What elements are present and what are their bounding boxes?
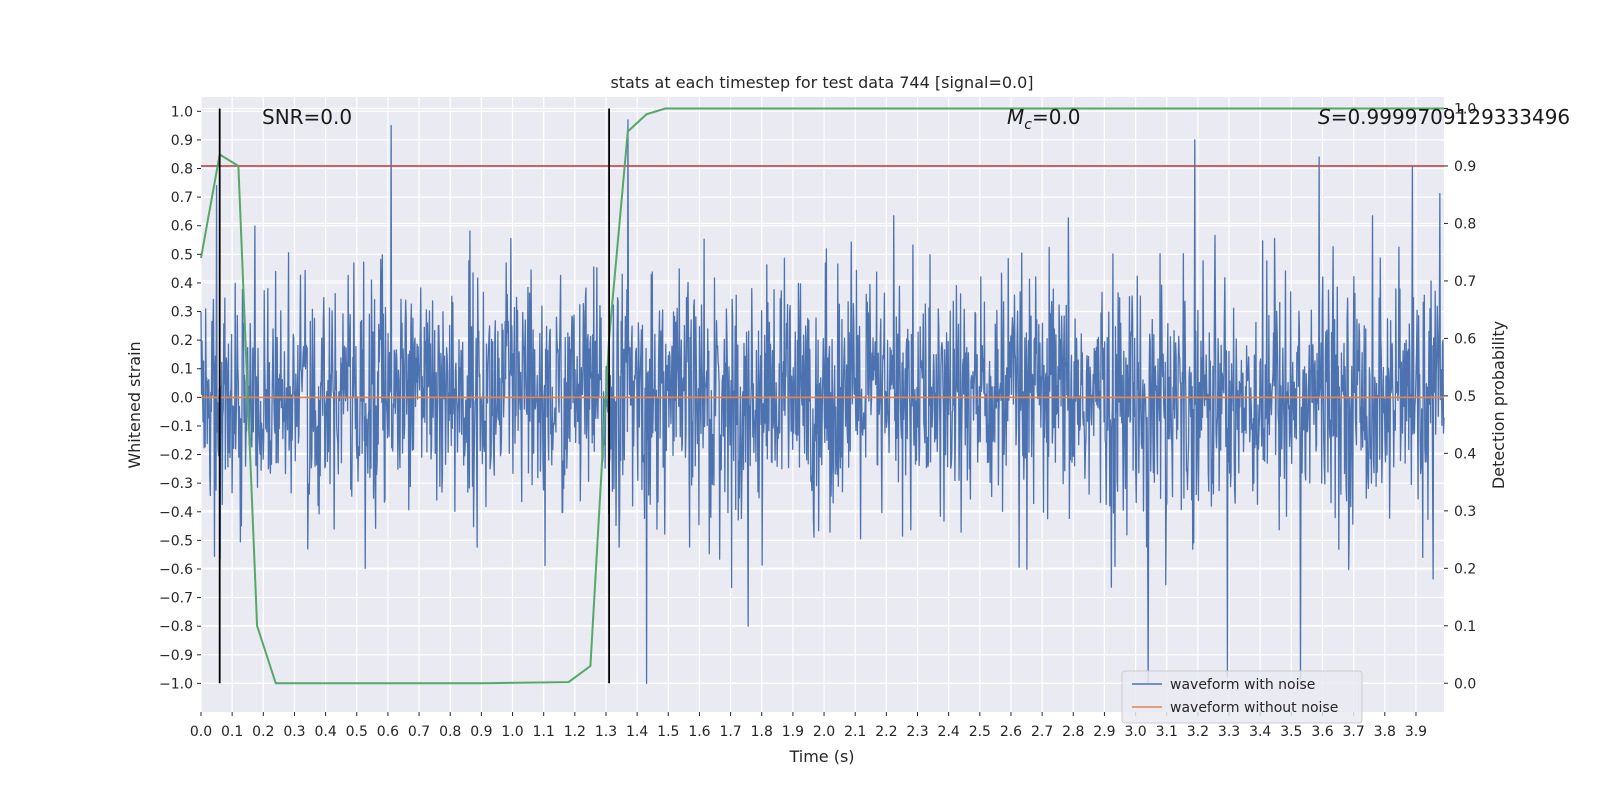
x-tick-label: 0.6	[377, 724, 399, 740]
legend: waveform with noise waveform without noi…	[1121, 670, 1363, 724]
right-tick-label: 0.9	[1454, 159, 1476, 175]
right-axis-label: Detection probability	[1489, 321, 1508, 489]
x-tick-label: 3.1	[1156, 724, 1178, 740]
x-tick-label: 2.9	[1093, 724, 1115, 740]
x-tick-label: 0.5	[346, 724, 368, 740]
left-axis-ticks: 1.0 0.9 0.8 0.7 0.6 0.5 0.4 0.3 0.2 0.1 0.0 −0.1 −0.…	[159, 104, 201, 692]
left-tick-label: −0.3	[159, 476, 193, 492]
legend-box	[1121, 670, 1363, 724]
right-tick-label: 0.5	[1454, 389, 1476, 405]
x-tick-label: 2.1	[844, 724, 866, 740]
x-axis-label: Time (s)	[788, 747, 854, 766]
x-tick-label: 3.4	[1249, 724, 1271, 740]
s-value: =0.9999709129333496	[1331, 105, 1570, 129]
right-tick-label: 0.1	[1454, 619, 1476, 635]
mc-annotation: Mc=0.0	[1007, 105, 1081, 133]
left-tick-label: 0.0	[171, 390, 193, 406]
x-tick-label: 3.7	[1343, 724, 1365, 740]
x-tick-label: 1.1	[533, 724, 555, 740]
probability-trace	[200, 107, 1444, 685]
x-tick-label: 2.3	[906, 724, 928, 740]
x-tick-label: 1.8	[751, 724, 773, 740]
x-tick-label: 2.7	[1031, 724, 1053, 740]
legend-label-clean: waveform without noise	[1170, 700, 1338, 716]
left-tick-label: 0.4	[171, 276, 193, 292]
left-tick-label: −0.7	[159, 591, 193, 607]
x-tick-label: 1.9	[782, 724, 804, 740]
x-tick-label: 0.8	[439, 724, 461, 740]
x-tick-label: 2.6	[1000, 724, 1022, 740]
right-tick-label: 0.3	[1454, 504, 1476, 520]
mc-subscript: c	[1024, 117, 1032, 133]
x-tick-label: 2.4	[938, 724, 960, 740]
x-tick-label: 3.0	[1124, 724, 1146, 740]
x-tick-label: 0.9	[470, 724, 492, 740]
left-tick-label: −0.9	[159, 648, 193, 664]
right-tick-label: 0.4	[1454, 446, 1476, 462]
x-tick-label: 1.3	[595, 724, 617, 740]
x-tick-label: 0.4	[314, 724, 336, 740]
x-tick-label: 1.0	[501, 724, 523, 740]
left-tick-label: 0.3	[171, 305, 193, 321]
left-tick-label: 0.6	[171, 219, 193, 235]
x-tick-label: 0.2	[252, 724, 274, 740]
left-axis-label: Whitened strain	[125, 341, 144, 468]
right-axis-ticks: 1.0 0.9 0.8 0.7 0.6 0.5 0.4 0.3 0.2 0.1 0.0	[1444, 101, 1476, 692]
series-detection-probability	[200, 107, 1444, 685]
x-tick-label: 0.3	[283, 724, 305, 740]
mc-symbol: M	[1007, 105, 1024, 129]
left-tick-label: 0.1	[171, 362, 193, 378]
x-tick-label: 3.3	[1218, 724, 1240, 740]
left-tick-label: −0.1	[159, 419, 193, 435]
x-tick-label: 3.8	[1374, 724, 1396, 740]
left-tick-label: 0.8	[171, 162, 193, 178]
x-tick-label: 2.0	[813, 724, 835, 740]
series-waveform-with-noise	[200, 119, 1445, 685]
x-tick-label: 1.7	[719, 724, 741, 740]
chart-title: stats at each timestep for test data 744…	[610, 73, 1033, 92]
x-tick-label: 0.7	[408, 724, 430, 740]
x-tick-label: 2.5	[969, 724, 991, 740]
left-tick-label: 0.5	[171, 247, 193, 263]
x-tick-label: 1.5	[657, 724, 679, 740]
x-tick-label: 0.1	[221, 724, 243, 740]
x-tick-label: 2.2	[875, 724, 897, 740]
right-tick-label: 0.8	[1454, 216, 1476, 232]
x-tick-label: 1.4	[626, 724, 648, 740]
snr-annotation: SNR=0.0	[262, 105, 352, 129]
left-tick-label: 0.9	[171, 133, 193, 149]
vertical-markers	[218, 108, 611, 684]
left-tick-label: −0.4	[159, 505, 193, 521]
right-tick-label: 0.0	[1454, 676, 1476, 692]
left-tick-label: −0.6	[159, 562, 193, 578]
x-tick-label: 3.5	[1280, 724, 1302, 740]
mc-value: =0.0	[1032, 105, 1081, 129]
s-annotation: S=0.9999709129333496	[1318, 105, 1570, 129]
legend-label-noise: waveform with noise	[1170, 677, 1315, 693]
x-tick-label: 3.6	[1311, 724, 1333, 740]
right-tick-label: 0.2	[1454, 561, 1476, 577]
right-tick-label: 1.0	[1454, 101, 1476, 117]
x-tick-label: 1.6	[688, 724, 710, 740]
s-symbol: S	[1318, 105, 1331, 129]
noise-trace	[200, 119, 1445, 685]
left-tick-label: −0.2	[159, 448, 193, 464]
x-tick-label: 3.9	[1405, 724, 1427, 740]
left-tick-label: −0.8	[159, 619, 193, 635]
x-tick-label: 0.0	[190, 724, 212, 740]
left-tick-label: 0.2	[171, 333, 193, 349]
left-tick-label: −1.0	[159, 676, 193, 692]
x-tick-label: 3.2	[1187, 724, 1209, 740]
right-tick-label: 0.6	[1454, 331, 1476, 347]
left-tick-label: 1.0	[171, 104, 193, 120]
x-tick-label: 1.2	[564, 724, 586, 740]
right-tick-label: 0.7	[1454, 274, 1476, 290]
x-tick-label: 2.8	[1062, 724, 1084, 740]
left-tick-label: 0.7	[171, 190, 193, 206]
left-tick-label: −0.5	[159, 533, 193, 549]
